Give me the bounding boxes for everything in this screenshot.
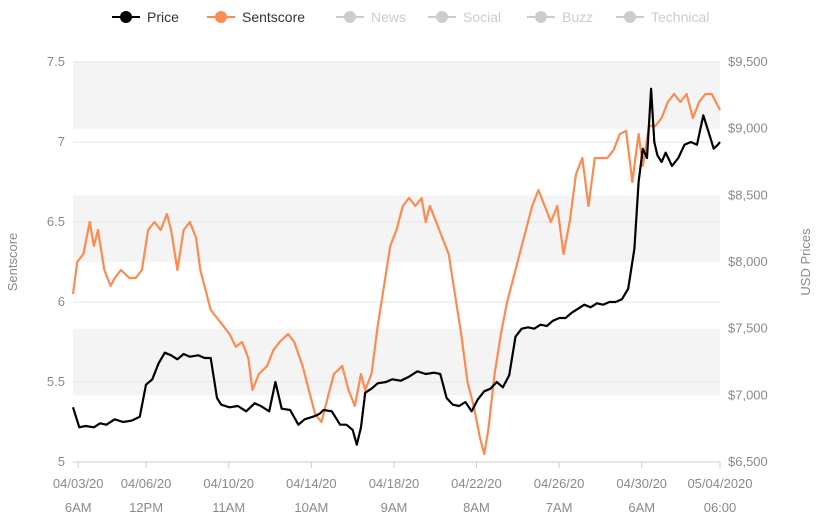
axes: 5 5.5 6 6.5 7 7.5 $6,500 $7,000 $7,500 $8,000 $8,…: [5, 54, 813, 515]
y-left-tick-label: 6: [58, 294, 65, 309]
y-left-tick-label: 7: [58, 134, 65, 149]
x-tick-time: 6AM: [628, 500, 655, 515]
y-right-ticks: $6,500 $7,000 $7,500 $8,000 $8,500 $9,000 $9,5…: [728, 54, 768, 469]
y-right-tick-label: $7,000: [728, 387, 768, 402]
y-right-tick-label: $8,500: [728, 187, 768, 202]
x-tick-date: 04/18/20: [369, 476, 420, 491]
x-tick-time: 6AM: [65, 500, 92, 515]
legend-item-buzz[interactable]: Buzz: [527, 9, 593, 25]
legend-label: Price: [147, 9, 179, 25]
series-line-sentscore: [71, 92, 721, 456]
y-right-tick-label: $7,500: [728, 321, 768, 336]
plot-band: [73, 395, 720, 462]
legend-item-news[interactable]: News: [336, 9, 406, 25]
y-left-tick-label: 7.5: [47, 54, 65, 69]
legend-marker: [624, 11, 636, 23]
x-tick-date: 04/10/20: [203, 476, 254, 491]
y-left-axis-title: Sentscore: [5, 233, 20, 292]
y-left-tick-label: 5: [58, 454, 65, 469]
legend-item-technical[interactable]: Technical: [616, 9, 709, 25]
y-right-tick-label: $8,000: [728, 254, 768, 269]
plot-band: [73, 262, 720, 329]
series-layer: [71, 87, 721, 456]
plot-band: [73, 128, 720, 196]
x-tick-date: 04/06/20: [121, 476, 172, 491]
x-tick-date: 04/22/20: [451, 476, 502, 491]
x-tick-time: 12PM: [129, 500, 163, 515]
legend: Price Sentscore News Social Buzz Technical: [112, 9, 709, 25]
y-left-ticks: 5 5.5 6 6.5 7 7.5: [47, 54, 65, 469]
legend-label: Sentscore: [242, 9, 305, 25]
legend-item-social[interactable]: Social: [428, 9, 501, 25]
legend-label: Social: [463, 9, 501, 25]
legend-marker: [535, 11, 547, 23]
legend-marker: [344, 11, 356, 23]
y-right-tick-label: $9,500: [728, 54, 768, 69]
x-ticks: 04/03/20 6AM 04/06/20 12PM 04/10/20 11AM 04/14…: [53, 461, 753, 515]
y-right-tick-label: $9,000: [728, 121, 768, 136]
x-tick-date: 05/04/2020: [687, 476, 752, 491]
legend-item-sentscore[interactable]: Sentscore: [207, 9, 305, 25]
x-tick-time: 7AM: [546, 500, 573, 515]
legend-label: News: [371, 9, 406, 25]
legend-marker: [215, 11, 227, 23]
legend-item-price[interactable]: Price: [112, 9, 179, 25]
y-right-axis-title: USD Prices: [798, 228, 813, 296]
x-tick-date: 04/30/20: [616, 476, 667, 491]
legend-label: Technical: [651, 9, 709, 25]
x-tick-date: 04/03/20: [53, 476, 104, 491]
x-tick-time: 8AM: [463, 500, 490, 515]
x-tick-time: 9AM: [381, 500, 408, 515]
plot-band: [73, 328, 720, 396]
x-tick-date: 04/14/20: [286, 476, 337, 491]
x-tick-time: 06:00: [704, 500, 737, 515]
x-tick-time: 10AM: [294, 500, 328, 515]
y-right-tick-label: $6,500: [728, 454, 768, 469]
plot-bands: [73, 62, 720, 462]
x-tick-time: 11AM: [212, 500, 245, 515]
legend-marker: [436, 11, 448, 23]
plot-band: [73, 62, 720, 129]
y-left-tick-label: 5.5: [47, 374, 65, 389]
y-left-tick-label: 6.5: [47, 214, 65, 229]
legend-marker: [120, 11, 132, 23]
x-tick-date: 04/26/20: [534, 476, 585, 491]
legend-label: Buzz: [562, 9, 593, 25]
series-line-price: [71, 87, 721, 446]
